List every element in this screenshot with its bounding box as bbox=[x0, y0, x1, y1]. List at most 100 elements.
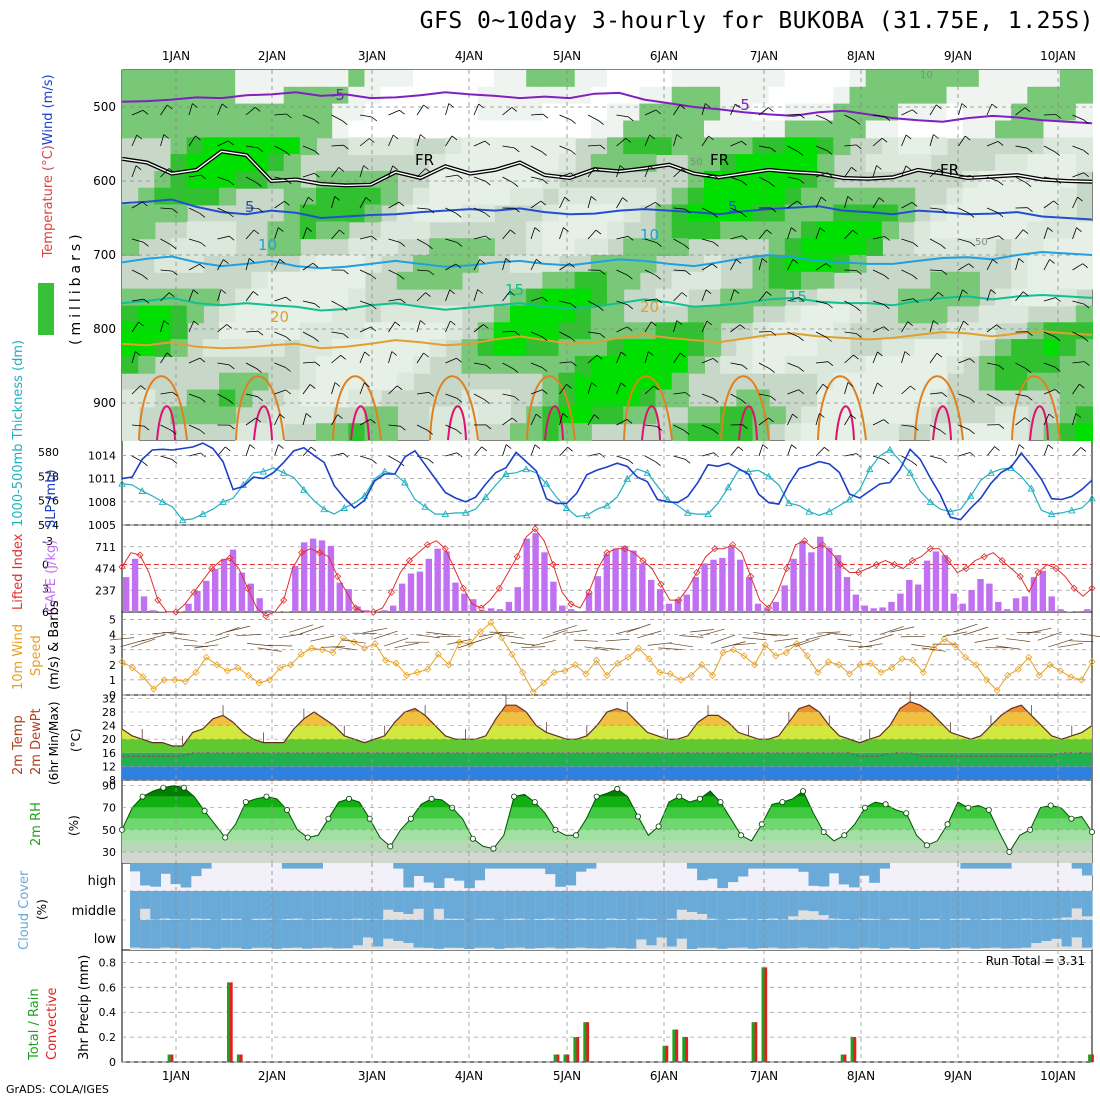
rh-cell bbox=[138, 389, 156, 408]
rh-cell bbox=[413, 70, 431, 88]
wind-barb-flag bbox=[626, 419, 633, 424]
cloud-cell bbox=[909, 920, 921, 949]
wind-barb-flag bbox=[712, 213, 718, 218]
rh-cell bbox=[881, 187, 899, 206]
isotherm-5 bbox=[121, 198, 1093, 221]
isotherm-label: 15 bbox=[788, 288, 807, 306]
cloud-cell bbox=[221, 920, 232, 948]
rh-cell bbox=[898, 70, 916, 88]
wind-barb bbox=[359, 138, 370, 147]
cloud-cell bbox=[737, 863, 749, 877]
rh-cell bbox=[526, 221, 544, 240]
li-point bbox=[657, 580, 665, 588]
wind-barb bbox=[616, 269, 628, 276]
wind-speed-point bbox=[835, 661, 843, 669]
wind-barb bbox=[929, 168, 940, 178]
wind-barb-flag bbox=[1054, 366, 1061, 372]
wind-barb bbox=[872, 326, 884, 333]
wind-barb bbox=[673, 455, 686, 460]
cloud-cell bbox=[494, 863, 506, 869]
temp-band bbox=[122, 752, 1092, 767]
rh-cell bbox=[1043, 86, 1061, 105]
thickness-point bbox=[401, 478, 409, 486]
rh-cell bbox=[687, 355, 705, 374]
precip-conv-bar bbox=[170, 1054, 174, 1062]
rh-cell bbox=[946, 271, 964, 290]
wind-speed-point bbox=[128, 664, 137, 672]
rh-cell bbox=[607, 339, 625, 357]
wind-barb-flag bbox=[656, 298, 663, 304]
rh-cell bbox=[348, 322, 366, 341]
rh-cell bbox=[299, 137, 317, 156]
wind-barb-flag bbox=[705, 103, 711, 108]
li-point bbox=[208, 564, 216, 573]
wind-barb bbox=[302, 197, 309, 209]
wind-barb-flag bbox=[399, 242, 406, 247]
cloud-cell bbox=[1021, 920, 1032, 948]
x-tick-label-bottom: 6JAN bbox=[650, 1069, 678, 1083]
wind-speed-point bbox=[202, 653, 210, 661]
cape-bar bbox=[247, 583, 254, 612]
wind-speed-point bbox=[772, 652, 780, 660]
rh-cell bbox=[493, 355, 511, 374]
cape-bar bbox=[986, 583, 993, 612]
rh-cell bbox=[736, 86, 754, 105]
wind-barb bbox=[921, 647, 946, 652]
rh-cell bbox=[542, 221, 560, 240]
y-tick-label: 3 bbox=[109, 644, 116, 657]
wind-speed-point bbox=[719, 649, 727, 657]
wind-barb bbox=[929, 207, 942, 210]
wind-speed-point bbox=[192, 668, 200, 676]
cape-bar bbox=[523, 538, 530, 612]
rh-point bbox=[903, 810, 910, 817]
wind-barb bbox=[359, 326, 372, 333]
rh-cell bbox=[170, 154, 188, 172]
wind-barb-flag bbox=[824, 446, 830, 452]
cloud-cell bbox=[950, 891, 961, 919]
rh-cell bbox=[1059, 271, 1077, 290]
cloud-cell bbox=[838, 920, 850, 949]
rh-cell bbox=[1027, 187, 1045, 206]
rh-cell bbox=[138, 305, 156, 324]
precip-total-bar bbox=[662, 1045, 668, 1062]
wind-speed-point bbox=[392, 659, 400, 667]
wind-barb-flag bbox=[563, 227, 569, 232]
rh-cell bbox=[914, 137, 932, 156]
rh-cell bbox=[1043, 339, 1061, 357]
rh-cell bbox=[445, 238, 463, 256]
wind-barb bbox=[974, 637, 999, 643]
isotherm-label: 20 bbox=[270, 308, 289, 326]
rh-cell bbox=[267, 154, 285, 172]
rh-cell bbox=[590, 103, 608, 122]
li-point bbox=[405, 557, 413, 565]
wind-barb-flag bbox=[826, 337, 832, 342]
rh-cell bbox=[914, 372, 932, 391]
wind-barb bbox=[188, 238, 201, 243]
wind-barb-flag bbox=[998, 424, 1005, 429]
wind-barb-flag bbox=[969, 358, 975, 363]
wind-barb-flag bbox=[193, 320, 199, 326]
cloud-cell bbox=[160, 863, 172, 874]
rh-cell bbox=[978, 86, 996, 105]
wind-barb bbox=[995, 645, 1020, 650]
wind-barb-flag bbox=[596, 354, 603, 360]
cape-bar bbox=[238, 572, 246, 612]
cloud-cell bbox=[697, 863, 708, 881]
wind-barb-flag bbox=[599, 333, 606, 339]
cloud-cell bbox=[494, 891, 506, 920]
wind-barb bbox=[416, 292, 426, 302]
thickness-point bbox=[906, 468, 914, 476]
li-point bbox=[1016, 572, 1024, 580]
wind-barb-flag bbox=[964, 135, 971, 141]
rh-cell bbox=[1059, 120, 1077, 139]
wind-barb bbox=[942, 631, 967, 637]
rh-cell bbox=[607, 86, 625, 105]
wind-barb-flag bbox=[1022, 229, 1029, 235]
cloud-axis-label: Cloud Cover bbox=[17, 870, 32, 950]
wind-barb-flag bbox=[363, 165, 369, 170]
rh-cell bbox=[542, 70, 560, 88]
run-total-annotation: Run Total = 3.31 bbox=[986, 954, 1085, 968]
rh-point bbox=[1047, 802, 1054, 809]
wind-barb bbox=[616, 235, 629, 240]
wind-barb-flag bbox=[228, 180, 235, 186]
